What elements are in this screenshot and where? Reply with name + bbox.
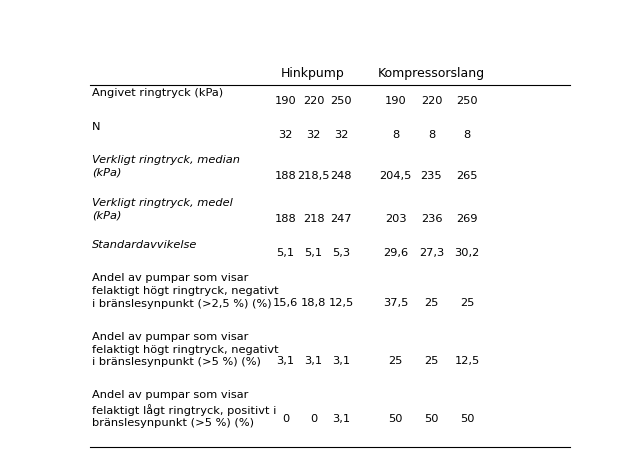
- Text: 0: 0: [282, 414, 289, 424]
- Text: Kompressorslang: Kompressorslang: [378, 67, 485, 80]
- Text: 247: 247: [330, 214, 352, 224]
- Text: 32: 32: [334, 130, 348, 140]
- Text: 3,1: 3,1: [332, 414, 350, 424]
- Text: 190: 190: [275, 96, 296, 106]
- Text: Andel av pumpar som visar
felaktigt lågt ringtryck, positivt i
bränslesynpunkt (: Andel av pumpar som visar felaktigt lågt…: [92, 390, 277, 428]
- Text: 204,5: 204,5: [380, 171, 412, 181]
- Text: 5,1: 5,1: [305, 248, 323, 258]
- Text: 190: 190: [385, 96, 406, 106]
- Text: 218,5: 218,5: [297, 171, 330, 181]
- Text: 37,5: 37,5: [383, 297, 408, 308]
- Text: 5,1: 5,1: [276, 248, 295, 258]
- Text: 8: 8: [392, 130, 399, 140]
- Text: Hinkpump: Hinkpump: [281, 67, 344, 80]
- Text: 3,1: 3,1: [276, 356, 295, 366]
- Text: 248: 248: [330, 171, 352, 181]
- Text: 25: 25: [460, 297, 474, 308]
- Text: 50: 50: [389, 414, 403, 424]
- Text: 220: 220: [303, 96, 325, 106]
- Text: 18,8: 18,8: [301, 297, 327, 308]
- Text: 29,6: 29,6: [383, 248, 408, 258]
- Text: 3,1: 3,1: [305, 356, 323, 366]
- Text: Andel av pumpar som visar
felaktigt högt ringtryck, negativt
i bränslesynpunkt (: Andel av pumpar som visar felaktigt högt…: [92, 274, 279, 309]
- Text: 0: 0: [310, 414, 317, 424]
- Text: 50: 50: [424, 414, 439, 424]
- Text: 25: 25: [389, 356, 403, 366]
- Text: 25: 25: [424, 356, 438, 366]
- Text: 188: 188: [275, 171, 296, 181]
- Text: 220: 220: [420, 96, 442, 106]
- Text: 32: 32: [278, 130, 293, 140]
- Text: 30,2: 30,2: [454, 248, 480, 258]
- Text: 27,3: 27,3: [419, 248, 444, 258]
- Text: Angivet ringtryck (kPa): Angivet ringtryck (kPa): [92, 88, 224, 98]
- Text: 12,5: 12,5: [328, 297, 354, 308]
- Text: Andel av pumpar som visar
felaktigt högt ringtryck, negativt
i bränslesynpunkt (: Andel av pumpar som visar felaktigt högt…: [92, 332, 279, 367]
- Text: 188: 188: [275, 214, 296, 224]
- Text: Verkligt ringtryck, median
(kPa): Verkligt ringtryck, median (kPa): [92, 155, 240, 178]
- Text: 8: 8: [463, 130, 471, 140]
- Text: 236: 236: [420, 214, 442, 224]
- Text: 3,1: 3,1: [332, 356, 350, 366]
- Text: 235: 235: [420, 171, 442, 181]
- Text: N: N: [92, 122, 101, 132]
- Text: 269: 269: [456, 214, 478, 224]
- Text: Verkligt ringtryck, medel
(kPa): Verkligt ringtryck, medel (kPa): [92, 197, 233, 220]
- Text: 5,3: 5,3: [332, 248, 350, 258]
- Text: Standardavvikelse: Standardavvikelse: [92, 240, 197, 250]
- Text: 12,5: 12,5: [454, 356, 480, 366]
- Text: 15,6: 15,6: [273, 297, 298, 308]
- Text: 265: 265: [456, 171, 478, 181]
- Text: 8: 8: [428, 130, 435, 140]
- Text: 50: 50: [460, 414, 474, 424]
- Text: 25: 25: [424, 297, 438, 308]
- Text: 250: 250: [456, 96, 478, 106]
- Text: 32: 32: [307, 130, 321, 140]
- Text: 250: 250: [330, 96, 352, 106]
- Text: 203: 203: [385, 214, 406, 224]
- Text: 218: 218: [303, 214, 325, 224]
